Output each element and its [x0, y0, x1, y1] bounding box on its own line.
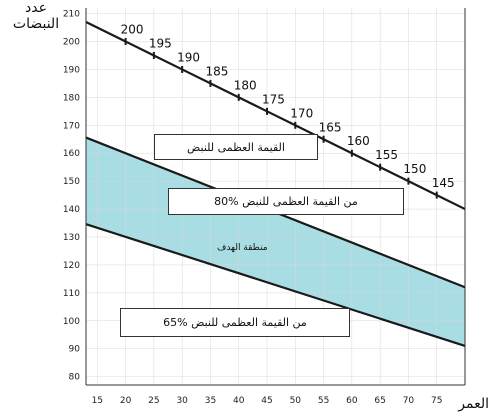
point-label: 160	[347, 134, 370, 148]
y-tick-label: 150	[63, 177, 80, 187]
y-tick-label: 200	[63, 38, 80, 48]
y-tick-label: 130	[63, 233, 80, 243]
x-tick-label: 50	[290, 396, 302, 406]
x-tick-label: 70	[403, 396, 415, 406]
y-tick-label: 80	[69, 373, 81, 383]
y-tick-label: 110	[63, 289, 80, 299]
y-tick-label: 180	[63, 93, 80, 103]
x-tick-label: 15	[92, 396, 103, 406]
point-label: 165	[319, 120, 342, 134]
x-tick-label: 30	[176, 396, 188, 406]
series-markers	[124, 38, 438, 199]
y-tick-label: 190	[63, 65, 80, 75]
x-tick-label: 75	[431, 396, 442, 406]
series-line-2	[85, 223, 466, 347]
y-tick-label: 100	[63, 317, 80, 327]
x-tick-label: 45	[261, 396, 272, 406]
point-labels: 200 195 190 185 180 175 170 165 160 155 150 145	[121, 23, 455, 191]
y-tick-label: 90	[69, 345, 81, 355]
y-tick-label: 160	[63, 149, 80, 159]
point-label: 170	[290, 106, 313, 120]
point-label: 155	[375, 148, 398, 162]
y-tick-label: 170	[63, 121, 80, 131]
point-label: 175	[262, 92, 285, 106]
y-tick-label: 120	[63, 261, 80, 271]
y-tick-label: 140	[63, 205, 80, 215]
x-tick-label: 65	[374, 396, 385, 406]
legend-box-65: 65% من القيمة العظمى للنبض	[120, 308, 350, 337]
x-tick-label: 60	[346, 396, 358, 406]
y-tick-labels: 80 90 100 110 120 130 140 150 160 170 180 190 200 210	[63, 10, 80, 383]
series-line-0	[85, 20, 466, 211]
point-label: 195	[149, 36, 172, 50]
legend-box-80: 80% من القيمة العظمى للنبض	[168, 188, 404, 215]
x-axis-label: العمر	[458, 396, 489, 412]
point-label: 200	[121, 23, 144, 37]
point-label: 180	[234, 78, 257, 92]
x-tick-label: 55	[318, 396, 329, 406]
target-zone-label: منطقة الهدف	[217, 243, 268, 253]
point-label: 185	[205, 64, 228, 78]
x-tick-labels: 15 20 25 30 35 40 45 50 55 60 65 70 75	[92, 396, 443, 406]
x-tick-label: 20	[120, 396, 132, 406]
x-tick-label: 25	[148, 396, 159, 406]
y-tick-label: 210	[63, 10, 80, 20]
x-tick-label: 35	[205, 396, 216, 406]
x-tick-label: 40	[233, 396, 245, 406]
point-label: 190	[177, 50, 200, 64]
legend-box-max: القيمة العظمى للنبض	[154, 134, 318, 160]
y-axis-label: عدد النبضات	[12, 0, 60, 32]
point-label: 145	[432, 176, 455, 190]
point-label: 150	[403, 162, 426, 176]
